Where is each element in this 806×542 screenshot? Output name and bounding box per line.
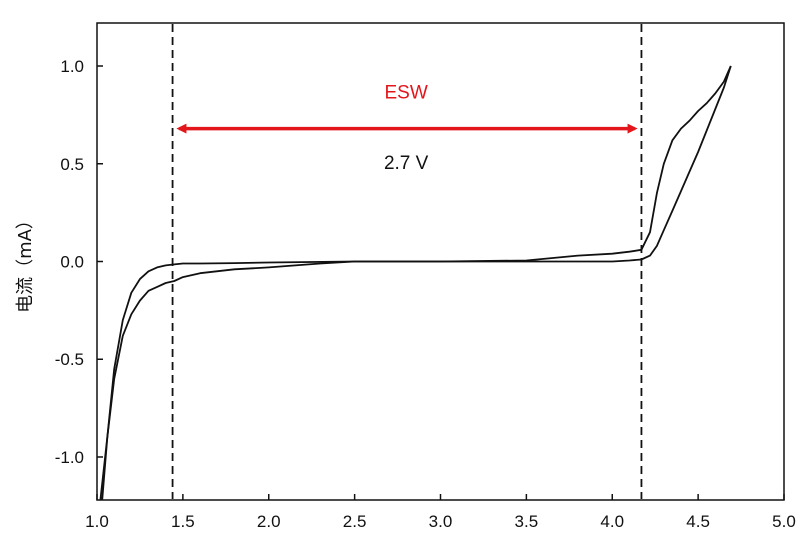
x-tick-label: 1.5: [171, 512, 195, 531]
cv-curves: [99, 65, 732, 500]
y-tick-label: 0.5: [60, 155, 84, 174]
voltage-window-markers: [171, 24, 643, 499]
y-axis: -1.0 -0.5 0.0 0.5 1.0: [55, 57, 103, 467]
y-tick-label: -1.0: [55, 448, 84, 467]
window-width-label: 2.7 V: [384, 153, 429, 174]
cv-forward-scan: [101, 65, 732, 500]
x-tick-label: 1.0: [85, 512, 109, 531]
esw-label: ESW: [385, 82, 428, 103]
y-axis-label: 电流（mA）: [15, 211, 36, 313]
x-tick-label: 2.0: [257, 512, 281, 531]
x-tick-label: 2.5: [343, 512, 367, 531]
x-tick-label: 3.0: [429, 512, 453, 531]
x-tick-label: 4.0: [600, 512, 624, 531]
y-tick-label: 1.0: [60, 57, 84, 76]
x-axis: 1.0 1.5 2.0 2.5 3.0 3.5 4.0 4.5 5.0: [85, 494, 796, 531]
x-tick-label: 3.5: [515, 512, 539, 531]
y-tick-label: -0.5: [55, 350, 84, 369]
x-tick-label: 5.0: [772, 512, 796, 531]
x-tick-label: 4.5: [686, 512, 710, 531]
cv-reverse-scan: [99, 65, 732, 500]
y-tick-label: 0.0: [60, 253, 84, 272]
